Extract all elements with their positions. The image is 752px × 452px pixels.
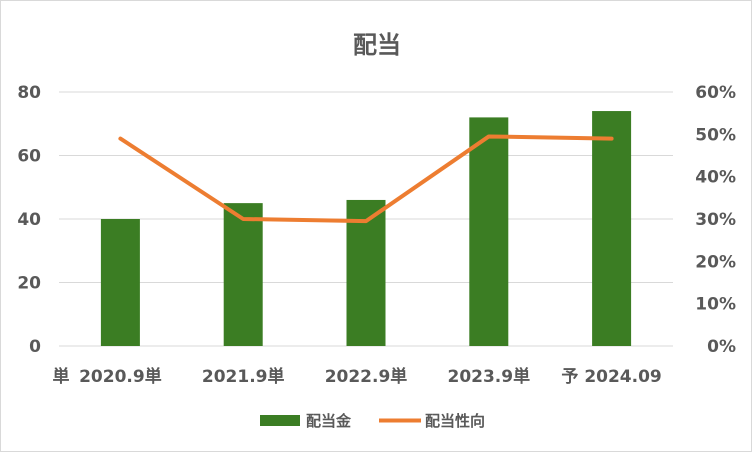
right-tick-label: 20% xyxy=(695,252,736,272)
x-tick-label: 2020.9単 xyxy=(79,366,162,387)
bar-series-dividend xyxy=(101,111,631,346)
right-tick-label: 40% xyxy=(695,168,736,188)
right-tick-label: 0% xyxy=(707,337,736,357)
bar xyxy=(592,111,631,346)
legend: 配当金 配当性向 xyxy=(260,412,485,430)
legend-label-dividend: 配当金 xyxy=(306,412,352,430)
left-tick-label: 80 xyxy=(17,83,41,103)
bar xyxy=(469,117,508,346)
bar xyxy=(224,203,263,346)
left-tick-label: 60 xyxy=(17,147,41,167)
left-tick-label: 40 xyxy=(17,210,41,230)
x-tick-label: 2021.9単 xyxy=(202,366,285,387)
left-axis-ticks: 0 20 40 60 80 xyxy=(17,83,41,357)
right-axis-ticks: 0% 10% 20% 30% 40% 50% 60% xyxy=(695,83,736,357)
x-tick-label: 2023.9単 xyxy=(447,366,530,387)
chart-title: 配当 xyxy=(353,31,401,59)
left-tick-label: 20 xyxy=(17,274,41,294)
x-axis-ticks: 単 2020.9単 2021.9単 2022.9単 2023.9単 予 2024.09 xyxy=(53,366,662,387)
bar xyxy=(101,219,140,346)
left-tick-label: 0 xyxy=(29,337,41,357)
x-tick-label: 予 2024.09 xyxy=(561,367,661,387)
x-tick-prefix: 単 xyxy=(53,366,70,387)
right-tick-label: 10% xyxy=(695,295,736,315)
legend-swatch-dividend xyxy=(260,415,300,426)
right-tick-label: 30% xyxy=(695,210,736,230)
right-tick-label: 60% xyxy=(695,83,736,103)
x-tick-label: 2022.9単 xyxy=(325,366,408,387)
right-tick-label: 50% xyxy=(695,125,736,145)
legend-label-payout-ratio: 配当性向 xyxy=(425,412,485,430)
